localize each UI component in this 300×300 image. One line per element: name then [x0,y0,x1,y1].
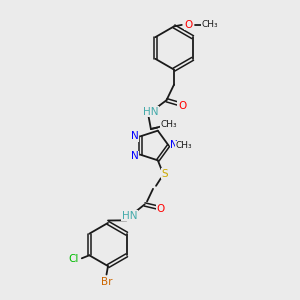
Text: O: O [184,20,193,30]
Text: HN: HN [122,211,137,221]
Text: Cl: Cl [68,254,79,264]
Text: Br: Br [101,277,112,287]
Text: N: N [131,151,139,161]
Text: CH₃: CH₃ [160,120,177,129]
Text: CH₃: CH₃ [202,20,218,29]
Text: N: N [170,140,178,151]
Text: HN: HN [143,106,159,117]
Text: N: N [131,131,139,141]
Text: O: O [178,100,186,111]
Text: O: O [156,204,164,214]
Text: CH₃: CH₃ [175,141,192,150]
Text: S: S [161,169,168,179]
